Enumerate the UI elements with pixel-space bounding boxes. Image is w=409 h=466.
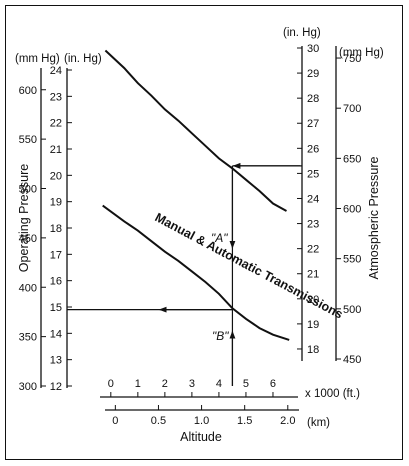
- left-mmhg-tick-label: 600: [19, 85, 37, 97]
- left-inhg-tick-label: 15: [50, 302, 62, 314]
- left-inhg-tick-label: 17: [50, 249, 62, 261]
- left-inhg-tick-label: 19: [50, 197, 62, 209]
- left-inhg-tick-label: 20: [50, 170, 62, 182]
- left-axis-title: Operating Pressure: [17, 164, 31, 272]
- x-ft-tick-label: 4: [216, 378, 222, 390]
- x-ft-tick-label: 6: [270, 378, 276, 390]
- left-inhg-tick-label: 23: [50, 91, 62, 103]
- x-km-tick-label: 1.5: [237, 415, 252, 427]
- right-inhg-tick-label: 23: [307, 219, 319, 231]
- left-inhg-unit: (in. Hg): [64, 53, 102, 65]
- x-ft-tick-label: 5: [243, 378, 249, 390]
- x-ft-tick-label: 3: [189, 378, 195, 390]
- right-inhg-tick-label: 24: [307, 193, 319, 205]
- right-axis-title: Atmospheric Pressure: [367, 156, 381, 279]
- x-km-unit: (km): [307, 417, 330, 429]
- annotation-a: "A": [211, 231, 228, 245]
- right-inhg-tick-label: 22: [307, 244, 319, 256]
- annotation-b: "B": [212, 329, 229, 343]
- x-ft-unit: x 1000 (ft.): [305, 388, 360, 400]
- left-mmhg-tick-label: 400: [19, 282, 37, 294]
- left-inhg-tick-label: 13: [50, 355, 62, 367]
- left-inhg-tick-label: 21: [50, 144, 62, 156]
- right-inhg-tick-label: 30: [307, 43, 319, 55]
- right-mmhg-tick-label: 650: [343, 153, 361, 165]
- x-km-tick-label: 2.0: [280, 415, 295, 427]
- left-mmhg-tick-label: 350: [19, 332, 37, 344]
- x-ft-tick-label: 0: [108, 378, 114, 390]
- left-inhg-tick-label: 24: [50, 65, 62, 77]
- right-mmhg-unit: (mm Hg): [339, 47, 384, 59]
- right-mmhg-tick-label: 450: [343, 354, 361, 366]
- left-mmhg-tick-label: 450: [19, 233, 37, 245]
- x-ft-tick-label: 2: [162, 378, 168, 390]
- x-km-tick-label: 0.5: [151, 415, 166, 427]
- right-inhg-tick-label: 27: [307, 118, 319, 130]
- right-inhg-tick-label: 25: [307, 168, 319, 180]
- atmospheric-pressure-curve: [104, 49, 287, 212]
- left-mmhg-tick-label: 300: [19, 381, 37, 393]
- right-inhg-tick-label: 28: [307, 93, 319, 105]
- x-km-tick-label: 0: [112, 415, 118, 427]
- chart-frame: [5, 5, 403, 460]
- left-inhg-tick-label: 14: [50, 328, 62, 340]
- right-inhg-tick-label: 19: [307, 319, 319, 331]
- left-inhg-tick-label: 16: [50, 276, 62, 288]
- right-inhg-unit: (in. Hg): [283, 27, 321, 39]
- left-mmhg-tick-label: 550: [19, 134, 37, 146]
- left-mmhg-unit: (mm Hg): [15, 53, 60, 65]
- right-mmhg-tick-label: 700: [343, 103, 361, 115]
- right-inhg-tick-label: 26: [307, 143, 319, 155]
- right-mmhg-tick-label: 550: [343, 254, 361, 266]
- left-inhg-tick-label: 18: [50, 223, 62, 235]
- right-inhg-tick-label: 21: [307, 269, 319, 281]
- right-inhg-tick-label: 29: [307, 68, 319, 80]
- x-ft-tick-label: 1: [135, 378, 141, 390]
- right-mmhg-tick-label: 600: [343, 204, 361, 216]
- left-inhg-tick-label: 22: [50, 118, 62, 130]
- right-inhg-tick-label: 18: [307, 344, 319, 356]
- right-inhg-tick-label: 20: [307, 294, 319, 306]
- right-mmhg-tick-label: 500: [343, 304, 361, 316]
- x-axis-title: Altitude: [180, 430, 222, 444]
- operating-pressure-curve: [102, 204, 290, 341]
- left-mmhg-tick-label: 500: [19, 184, 37, 196]
- x-km-tick-label: 1.0: [194, 415, 209, 427]
- left-inhg-tick-label: 12: [50, 381, 62, 393]
- right-mmhg-tick-label: 750: [343, 53, 361, 65]
